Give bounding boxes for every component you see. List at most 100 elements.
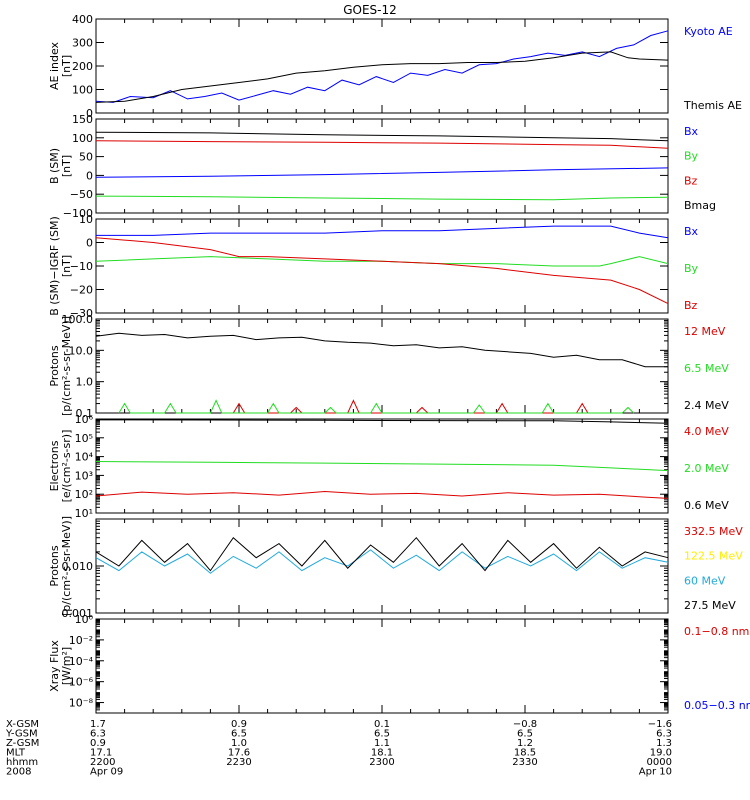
x-axis-row-label: MLT — [6, 748, 26, 759]
x-axis-row-label: Y-GSM — [5, 729, 38, 740]
x-axis-value: 6.3 — [90, 729, 106, 740]
y-tick-label: 10⁻⁴ — [69, 655, 94, 668]
y-tick-label: 10⁶ — [75, 413, 94, 426]
y-axis-label: [nT] — [60, 55, 73, 77]
x-axis-value: 0.1 — [374, 719, 390, 730]
legend-entry: 332.5 MeV — [684, 525, 743, 538]
y-tick-label: 10³ — [75, 469, 93, 482]
x-axis-value: −0.8 — [513, 719, 537, 730]
series-line-3 — [95, 332, 668, 368]
y-tick-label: 10 — [79, 213, 93, 226]
y-tick-label: 200 — [72, 60, 93, 73]
x-axis-value: 2300 — [369, 757, 394, 768]
x-axis-value: 6.5 — [374, 729, 390, 740]
legend-entry: 12 MeV — [684, 325, 726, 338]
x-axis-value: 2200 — [90, 757, 115, 768]
panel-1: 0 100 200 300 400 AE index [nT] Kyoto AE Themis … — [48, 13, 742, 120]
series-line-2 — [95, 195, 669, 201]
legend-entry: By — [684, 262, 699, 275]
y-tick-label: 100.0 — [62, 313, 94, 326]
x-axis-value: 1.3 — [656, 738, 672, 749]
y-tick-label: 10¹ — [75, 507, 93, 520]
y-tick-label: 10² — [75, 488, 93, 501]
y-tick-label: −30 — [70, 307, 93, 320]
panel-frame — [95, 618, 669, 714]
y-axis-label: [nT] — [60, 155, 73, 177]
y-axis-label: Xray Flux — [48, 640, 61, 692]
y-axis-label: AE index — [48, 41, 61, 90]
series-line-1 — [95, 490, 669, 499]
legend-entry: Bz — [684, 299, 698, 312]
figure-title: GOES-12 — [343, 3, 397, 17]
y-axis-label: Electrons — [48, 440, 61, 491]
panel-frame — [95, 418, 669, 514]
series-line-1 — [95, 30, 669, 103]
series-line-3 — [95, 549, 669, 574]
y-tick-label: 400 — [72, 13, 93, 26]
y-axis-label: B (SM)−IGRF (SM) — [48, 216, 61, 316]
series-line-4 — [95, 536, 669, 572]
panel-frame — [95, 318, 669, 414]
x-axis-value: 2230 — [226, 757, 251, 768]
legend-entry: 4.0 MeV — [684, 425, 729, 438]
legend-entry: Themis AE — [683, 99, 742, 112]
series-line-1 — [96, 225, 669, 239]
series-line-2 — [95, 51, 669, 103]
legend-entry: Bx — [684, 225, 699, 238]
y-tick-label: 0 — [86, 169, 93, 182]
x-axis-value: 18.1 — [371, 748, 393, 759]
y-tick-label: 100 — [72, 132, 93, 145]
panel-2: −100 −50 0 50 100 150 B (SM) [nT] Bx By Bz Bmag — [48, 113, 716, 220]
x-axis-value: 1.1 — [374, 738, 390, 749]
y-tick-label: 0.001 — [62, 607, 94, 620]
x-axis-value: 2330 — [512, 757, 537, 768]
series-line-3 — [95, 140, 669, 149]
y-axis-label: [nT] — [60, 255, 73, 277]
y-tick-label: −50 — [70, 188, 93, 201]
legend-entry: 2.0 MeV — [684, 462, 729, 475]
x-axis-value: 1.2 — [517, 738, 533, 749]
x-axis-row-label: 2008 — [6, 767, 31, 778]
x-axis-value: 1.7 — [90, 719, 106, 730]
series-line-2 — [118, 399, 635, 414]
y-tick-label: 100 — [72, 84, 93, 97]
legend-entry: Bx — [684, 125, 699, 138]
y-axis-label: B (SM) — [48, 148, 61, 184]
y-tick-label: 50 — [79, 151, 93, 164]
x-axis-value: 0.9 — [90, 738, 106, 749]
x-axis-row-label: X-GSM — [6, 719, 39, 730]
x-axis-value: 0.9 — [231, 719, 247, 730]
x-axis-value: 1.0 — [231, 738, 247, 749]
x-axis-row-label: Z-GSM — [6, 738, 39, 749]
y-axis-label: Protons — [48, 545, 61, 586]
x-axis-value: 6.5 — [517, 729, 533, 740]
panel-5: 10¹ 10² 10³ 10⁴ 10⁵ 10⁶ Electrons [e/(cm²-s-sr)… — [48, 413, 729, 520]
panel-7: 10⁰ 10⁻² 10⁻⁴ 10⁻⁶ 10⁻⁸ Xray Flux [W/m²] 0.1−0.… — [48, 613, 750, 714]
legend-entry: 122.5 MeV — [684, 550, 743, 563]
y-axis-label: [p/(cm²-s-sr-MeV)] — [60, 316, 73, 416]
y-tick-label: 150 — [72, 113, 93, 126]
panel-3: −30 −20 −10 0 10 B (SM)−IGRF (SM) [nT] Bx By Bz — [48, 213, 699, 320]
y-tick-label: 1.0 — [76, 376, 94, 389]
y-tick-label: 0 — [86, 237, 93, 250]
x-axis-value: 17.6 — [228, 748, 250, 759]
x-axis-value: 6.3 — [656, 729, 672, 740]
y-tick-label: 10⁻⁶ — [69, 676, 94, 689]
y-tick-label: 300 — [72, 37, 93, 50]
legend-entry: Bmag — [684, 199, 716, 212]
y-tick-label: −20 — [70, 284, 93, 297]
y-tick-label: 0 — [86, 107, 93, 120]
x-axis-value: 17.1 — [90, 748, 112, 759]
y-tick-label: 10⁰ — [75, 613, 94, 626]
y-axis-label: [p/(cm²-s-sr-MeV)] — [60, 516, 73, 616]
x-axis-row-label: hhmm — [6, 757, 38, 768]
legend-entry: By — [684, 150, 699, 163]
y-tick-label: −10 — [70, 260, 93, 273]
x-axis-value: 0000 — [647, 757, 672, 768]
legend-entry: 0.05−0.3 nm — [684, 699, 750, 712]
y-tick-label: 10⁻² — [69, 634, 93, 647]
y-tick-label: 10⁵ — [75, 432, 93, 445]
x-axis-value: 19.0 — [650, 748, 672, 759]
y-axis-label: Protons — [48, 345, 61, 386]
legend-entry: 60 MeV — [684, 574, 726, 587]
